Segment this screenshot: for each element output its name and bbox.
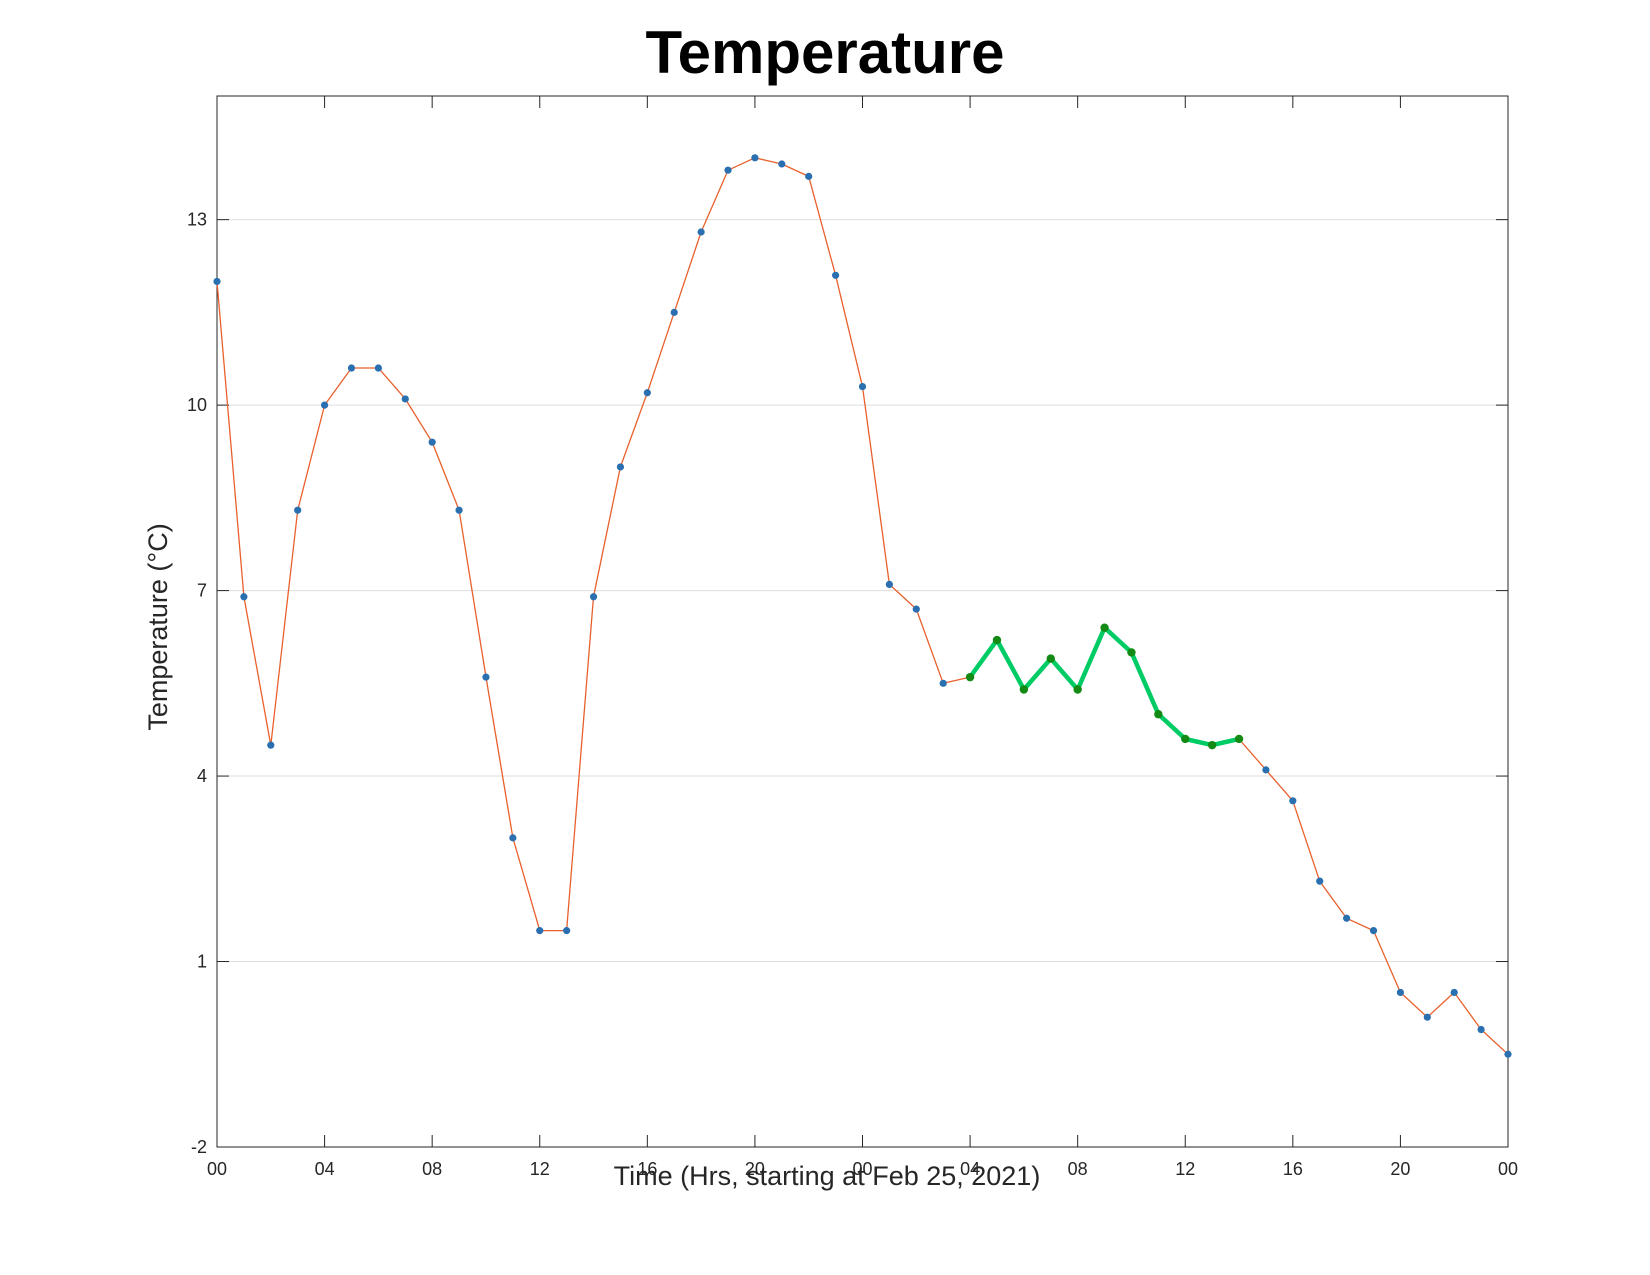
highlighted-data-point: [1207, 740, 1217, 750]
data-point: [832, 271, 840, 279]
x-tick-label: 00: [1498, 1159, 1518, 1179]
data-point: [536, 927, 544, 935]
data-point: [1289, 797, 1297, 805]
data-point: [374, 364, 382, 372]
y-tick-label: 1: [197, 952, 207, 972]
chart-title: Temperature: [645, 19, 1004, 86]
highlighted-data-point: [1154, 710, 1163, 719]
highlighted-data-point: [1100, 623, 1109, 632]
data-point: [1316, 877, 1324, 885]
data-point: [294, 506, 302, 514]
x-tick-label: 20: [1390, 1159, 1410, 1179]
data-point: [509, 834, 517, 842]
data-point: [751, 154, 759, 162]
x-tick-label: 00: [852, 1159, 872, 1179]
axis-ticks: -2 1 4 7 10 13 00 04 08 12 16 20 00 04 08 12 16 20 00: [187, 96, 1518, 1179]
data-point: [347, 364, 356, 372]
data-point: [320, 401, 329, 409]
data-point: [240, 593, 248, 601]
y-tick-label: 7: [197, 581, 207, 601]
highlighted-data-point: [1234, 734, 1244, 744]
data-point: [1262, 766, 1270, 774]
y-tick-label: 13: [187, 210, 207, 230]
data-point: [1504, 1050, 1512, 1058]
y-axis-label: Temperature (°C): [143, 523, 173, 730]
highlighted-data-point: [965, 672, 975, 682]
x-tick-label: 16: [1283, 1159, 1303, 1179]
data-point: [643, 389, 651, 397]
data-point: [267, 741, 275, 749]
highlighted-data-point: [1127, 648, 1136, 657]
y-tick-label: 10: [187, 395, 207, 415]
data-point: [455, 506, 463, 514]
data-point: [1477, 1025, 1485, 1034]
x-tick-label: 16: [637, 1159, 657, 1179]
data-point: [697, 228, 705, 236]
data-point: [563, 927, 571, 935]
x-tick-label: 08: [1068, 1159, 1088, 1179]
gridlines: [217, 219, 1508, 963]
x-tick-label: 04: [315, 1159, 335, 1179]
y-tick-label: 4: [197, 766, 207, 786]
x-tick-label: 08: [422, 1159, 442, 1179]
data-point: [724, 166, 732, 174]
x-tick-label: 00: [207, 1159, 227, 1179]
highlighted-data-point: [1181, 734, 1190, 744]
x-tick-label: 04: [960, 1159, 980, 1179]
y-tick-label: -2: [191, 1137, 207, 1157]
temperature-line: [216, 157, 1509, 1055]
data-point: [885, 580, 893, 589]
data-point: [1450, 988, 1458, 997]
highlighted-data-point: [1046, 654, 1055, 663]
data-point: [1343, 914, 1351, 922]
data-point: [213, 277, 221, 286]
data-series: [213, 154, 1512, 1058]
x-tick-label: 20: [745, 1159, 765, 1179]
data-point: [482, 673, 490, 681]
data-point: [805, 172, 813, 180]
data-point: [1369, 927, 1378, 935]
highlighted-data-point: [1073, 685, 1082, 694]
highlighted-segment-line: [967, 625, 1242, 748]
data-point: [428, 438, 436, 446]
x-tick-label: 12: [1175, 1159, 1195, 1179]
x-axis-label: Time (Hrs, starting at Feb 25, 2021): [614, 1161, 1041, 1191]
data-point: [1396, 988, 1405, 997]
data-point: [401, 395, 409, 403]
data-point: [778, 160, 786, 168]
data-point: [616, 463, 625, 471]
plot-area-frame: [216, 95, 1509, 1148]
x-tick-label: 12: [530, 1159, 550, 1179]
highlighted-data-point: [1019, 685, 1029, 694]
data-point: [670, 308, 678, 316]
highlighted-data-point: [992, 635, 1002, 645]
data-point: [858, 382, 867, 391]
data-point: [1423, 1013, 1431, 1021]
data-point: [939, 679, 947, 687]
data-point: [589, 593, 598, 601]
data-point: [912, 605, 920, 613]
